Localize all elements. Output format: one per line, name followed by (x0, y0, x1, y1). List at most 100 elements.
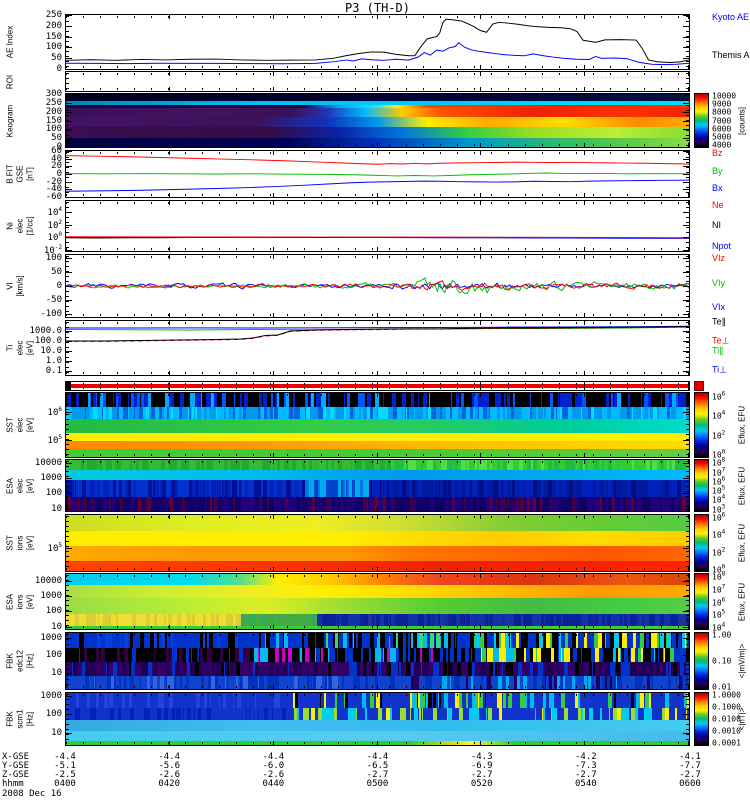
y-axis-label: [eV] (25, 594, 35, 609)
x-tick-mark (272, 247, 274, 251)
y-tick-mark (66, 548, 72, 550)
x-minor-ticks (66, 372, 689, 374)
x-tick-mark (272, 72, 274, 76)
series-label: Te⊥ (712, 335, 730, 346)
x-tick-mark (272, 201, 274, 205)
x-tick-mark (480, 685, 482, 689)
y-axis-label: GSE (15, 165, 25, 183)
ephemeris-value: -7.7 (679, 761, 701, 771)
x-tick-mark (272, 567, 274, 571)
x-minor-ticks (66, 88, 689, 90)
x-tick-mark (272, 313, 274, 317)
x-minor-ticks (66, 694, 689, 696)
x-tick-mark (65, 94, 66, 98)
x-tick-mark (688, 515, 689, 519)
x-tick-mark (65, 72, 66, 76)
ephemeris-value: 0420 (158, 779, 180, 789)
ephemeris-value: 0540 (574, 779, 597, 789)
y-axis-label: [Hz] (25, 653, 35, 669)
colorbar-tick-label: 0.1000 (712, 702, 741, 712)
x-minor-ticks (66, 575, 689, 577)
spectrogram-band (66, 515, 689, 531)
colorbar (694, 692, 709, 746)
series-label: Kyoto AE (712, 12, 750, 23)
flag-start-marker (66, 382, 71, 390)
spectrogram-band (66, 393, 689, 408)
x-tick-mark (65, 507, 66, 511)
series-plot (66, 277, 689, 294)
y-axis-label: [eV] (25, 535, 35, 551)
x-tick-mark (272, 507, 274, 511)
colorbar-tick-label: 104 (712, 409, 726, 421)
ephemeris-value: -4.1 (679, 752, 701, 762)
y-tick-mark (66, 25, 72, 27)
y-axis-label: ions (15, 594, 25, 609)
y-tick-mark (66, 440, 72, 442)
y-axis-label: Keogram (5, 104, 15, 137)
x-tick-mark (272, 741, 274, 745)
y-tick-mark (683, 361, 689, 362)
x-tick-mark (272, 693, 274, 697)
x-tick-mark (168, 65, 170, 69)
ephemeris-value: -4.4 (158, 752, 180, 762)
y-tick-label: 0 (56, 281, 62, 291)
x-tick-mark (272, 685, 274, 689)
x-tick-mark (584, 321, 586, 325)
panel-b-fit: -60 -40 -20 0 20 40 60 (46, 146, 690, 202)
series-label: VIx (712, 302, 726, 313)
y-tick-label: 10 (51, 667, 62, 678)
y-tick-mark (66, 129, 72, 131)
x-tick-mark (584, 382, 586, 386)
x-tick-mark (65, 151, 66, 155)
y-tick-mark (683, 548, 689, 550)
spectrogram-band (66, 105, 689, 108)
y-tick-label: 10000 (34, 575, 62, 586)
colorbar (694, 514, 709, 572)
x-tick-mark (480, 72, 482, 76)
y-tick-mark (66, 493, 72, 495)
y-axis-label: Ti (5, 344, 15, 352)
colorbar-tick-label: 104 (712, 494, 726, 505)
x-tick-mark (584, 685, 586, 689)
x-tick-mark (168, 453, 170, 457)
ephemeris-value: -6.9 (470, 761, 493, 771)
y-tick-mark (683, 493, 689, 495)
series-Ne (66, 236, 689, 239)
x-tick-mark (376, 255, 378, 259)
spectrogram-band (66, 693, 689, 708)
y-tick-mark (66, 212, 72, 214)
spectrogram-band (66, 598, 689, 614)
colorbar-tick-label: 100 (712, 563, 726, 574)
colorbar-tick-label: 104 (712, 529, 726, 540)
colorbar-tick-label: 7000 (712, 116, 732, 125)
y-tick-label: 1000 (40, 473, 62, 484)
y-tick-mark (66, 371, 72, 372)
x-tick-mark (480, 393, 482, 397)
x-minor-ticks (66, 66, 689, 68)
x-tick-mark (480, 567, 482, 571)
x-tick-mark (168, 567, 170, 571)
y-tick-label: 300 (45, 89, 62, 99)
x-tick-mark (376, 633, 378, 637)
y-axis-label: elec (15, 218, 25, 234)
series-plot (66, 18, 689, 66)
y-tick-mark (683, 508, 689, 510)
y-tick-label: 10.0 (40, 346, 62, 356)
colorbar-tick-label: 0.0010 (712, 726, 741, 736)
x-tick-mark (65, 693, 66, 697)
y-tick-mark (66, 224, 72, 226)
x-minor-ticks (66, 95, 689, 97)
spectrogram-band (66, 460, 689, 471)
x-tick-mark (584, 371, 586, 375)
x-minor-ticks (66, 144, 689, 146)
y-tick-mark (683, 129, 689, 131)
spectrogram-band (66, 546, 689, 561)
x-tick-mark (376, 393, 378, 397)
x-tick-mark (376, 567, 378, 571)
x-tick-mark (272, 94, 274, 98)
y-tick-label: 200 (45, 20, 62, 31)
ephemeris-row-header: hhmm (2, 779, 24, 789)
x-tick-mark (688, 371, 689, 375)
y-tick-mark (683, 25, 689, 27)
